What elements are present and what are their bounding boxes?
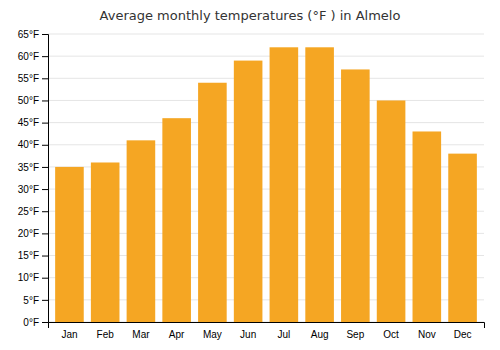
bar	[305, 47, 334, 322]
title: Average monthly temperatures (°F ) in Al…	[100, 8, 401, 23]
x-axis: Jan Feb Mar Apr May Jun Jul Aug Sep Oct Nov Dec	[49, 323, 485, 341]
y-tick-label: 10°F	[18, 272, 39, 283]
x-tick: Aug	[311, 329, 329, 340]
y-tick-label: 35°F	[18, 162, 39, 173]
y-tick: 55°F	[18, 73, 48, 84]
y-tick: 40°F	[18, 139, 48, 150]
x-tick-label: Feb	[97, 329, 115, 340]
y-tick: 45°F	[18, 117, 48, 128]
bar	[91, 162, 120, 322]
bar	[127, 140, 156, 322]
y-tick-mark	[42, 167, 48, 168]
bar	[198, 83, 227, 322]
y-tick-mark	[42, 278, 48, 279]
y-tick-mark	[42, 233, 48, 234]
y-tick: 5°F	[23, 295, 48, 306]
grid	[48, 34, 484, 322]
grid-line	[48, 100, 484, 101]
y-tick-mark	[42, 34, 48, 35]
y-tick-label: 25°F	[18, 206, 39, 217]
y-tick-label: 60°F	[18, 51, 39, 62]
y-tick: 20°F	[18, 228, 48, 239]
y-tick-mark	[42, 322, 48, 323]
x-tick: Jul	[277, 329, 290, 340]
y-tick-label: 20°F	[18, 228, 39, 239]
bar	[448, 154, 477, 322]
y-tick-mark	[42, 145, 48, 146]
y-tick-mark	[42, 123, 48, 124]
y-tick: 50°F	[18, 95, 48, 106]
x-tick: Feb	[97, 329, 115, 340]
y-tick: 60°F	[18, 51, 48, 62]
y-tick-label: 30°F	[18, 184, 39, 195]
x-tick: Oct	[383, 329, 399, 340]
x-tick-label: Mar	[132, 329, 150, 340]
bar	[377, 100, 406, 322]
y-tick-label: 65°F	[18, 29, 39, 40]
x-tick: Mar	[132, 329, 150, 340]
y-tick-mark	[42, 78, 48, 79]
bars	[55, 47, 477, 322]
y-tick-label: 40°F	[18, 139, 39, 150]
x-tick-label: Oct	[383, 329, 399, 340]
x-tick-label: Jan	[61, 329, 77, 340]
y-tick-mark	[42, 211, 48, 212]
x-tick-label: Jul	[277, 329, 290, 340]
y-tick: 35°F	[18, 162, 48, 173]
y-tick-label: 0°F	[23, 317, 39, 328]
chart: Average monthly temperatures (°F ) in Al…	[0, 0, 500, 350]
x-tick: Jan	[61, 329, 77, 340]
y-tick-mark	[42, 300, 48, 301]
bar	[55, 167, 84, 322]
x-tick: Nov	[418, 329, 436, 340]
y-tick: 30°F	[18, 184, 48, 195]
grid-line	[48, 34, 484, 35]
y-tick-mark	[42, 189, 48, 190]
y-tick: 10°F	[18, 272, 48, 283]
x-tick-label: Aug	[311, 329, 329, 340]
y-axis-line	[42, 35, 49, 323]
bar	[162, 118, 191, 322]
x-tick: Sep	[346, 329, 364, 340]
x-tick: Apr	[169, 329, 185, 340]
grid-line	[48, 78, 484, 79]
x-tick: May	[203, 329, 222, 340]
grid-line	[48, 122, 484, 123]
bar	[234, 61, 263, 322]
x-tick-label: Dec	[454, 329, 472, 340]
y-tick-mark	[42, 100, 48, 101]
bar	[413, 131, 442, 322]
y-tick-label: 15°F	[18, 250, 39, 261]
y-axis: 0°F 5°F 10°F 15°F 20°F 25°F 30°F 35°F 40°F 45°F 50…	[18, 29, 49, 328]
grid-line	[48, 56, 484, 57]
x-tick: Dec	[454, 329, 472, 340]
y-tick-label: 55°F	[18, 73, 39, 84]
bar	[270, 47, 299, 322]
bar	[341, 69, 370, 322]
y-tick-mark	[42, 256, 48, 257]
y-tick-label: 50°F	[18, 95, 39, 106]
y-tick: 25°F	[18, 206, 48, 217]
x-tick-label: May	[203, 329, 222, 340]
y-tick-mark	[42, 56, 48, 57]
y-tick-label: 5°F	[23, 295, 39, 306]
y-tick: 15°F	[18, 250, 48, 261]
x-axis-line	[49, 323, 485, 329]
y-tick: 0°F	[23, 317, 48, 328]
x-tick-label: Jun	[240, 329, 256, 340]
y-tick: 65°F	[18, 29, 48, 40]
x-tick-label: Nov	[418, 329, 436, 340]
y-tick-label: 45°F	[18, 117, 39, 128]
x-tick-label: Sep	[346, 329, 364, 340]
x-tick: Jun	[240, 329, 256, 340]
plot: 0°F 5°F 10°F 15°F 20°F 25°F 30°F 35°F 40°F 45°F 50…	[18, 29, 485, 340]
x-tick-label: Apr	[169, 329, 185, 340]
